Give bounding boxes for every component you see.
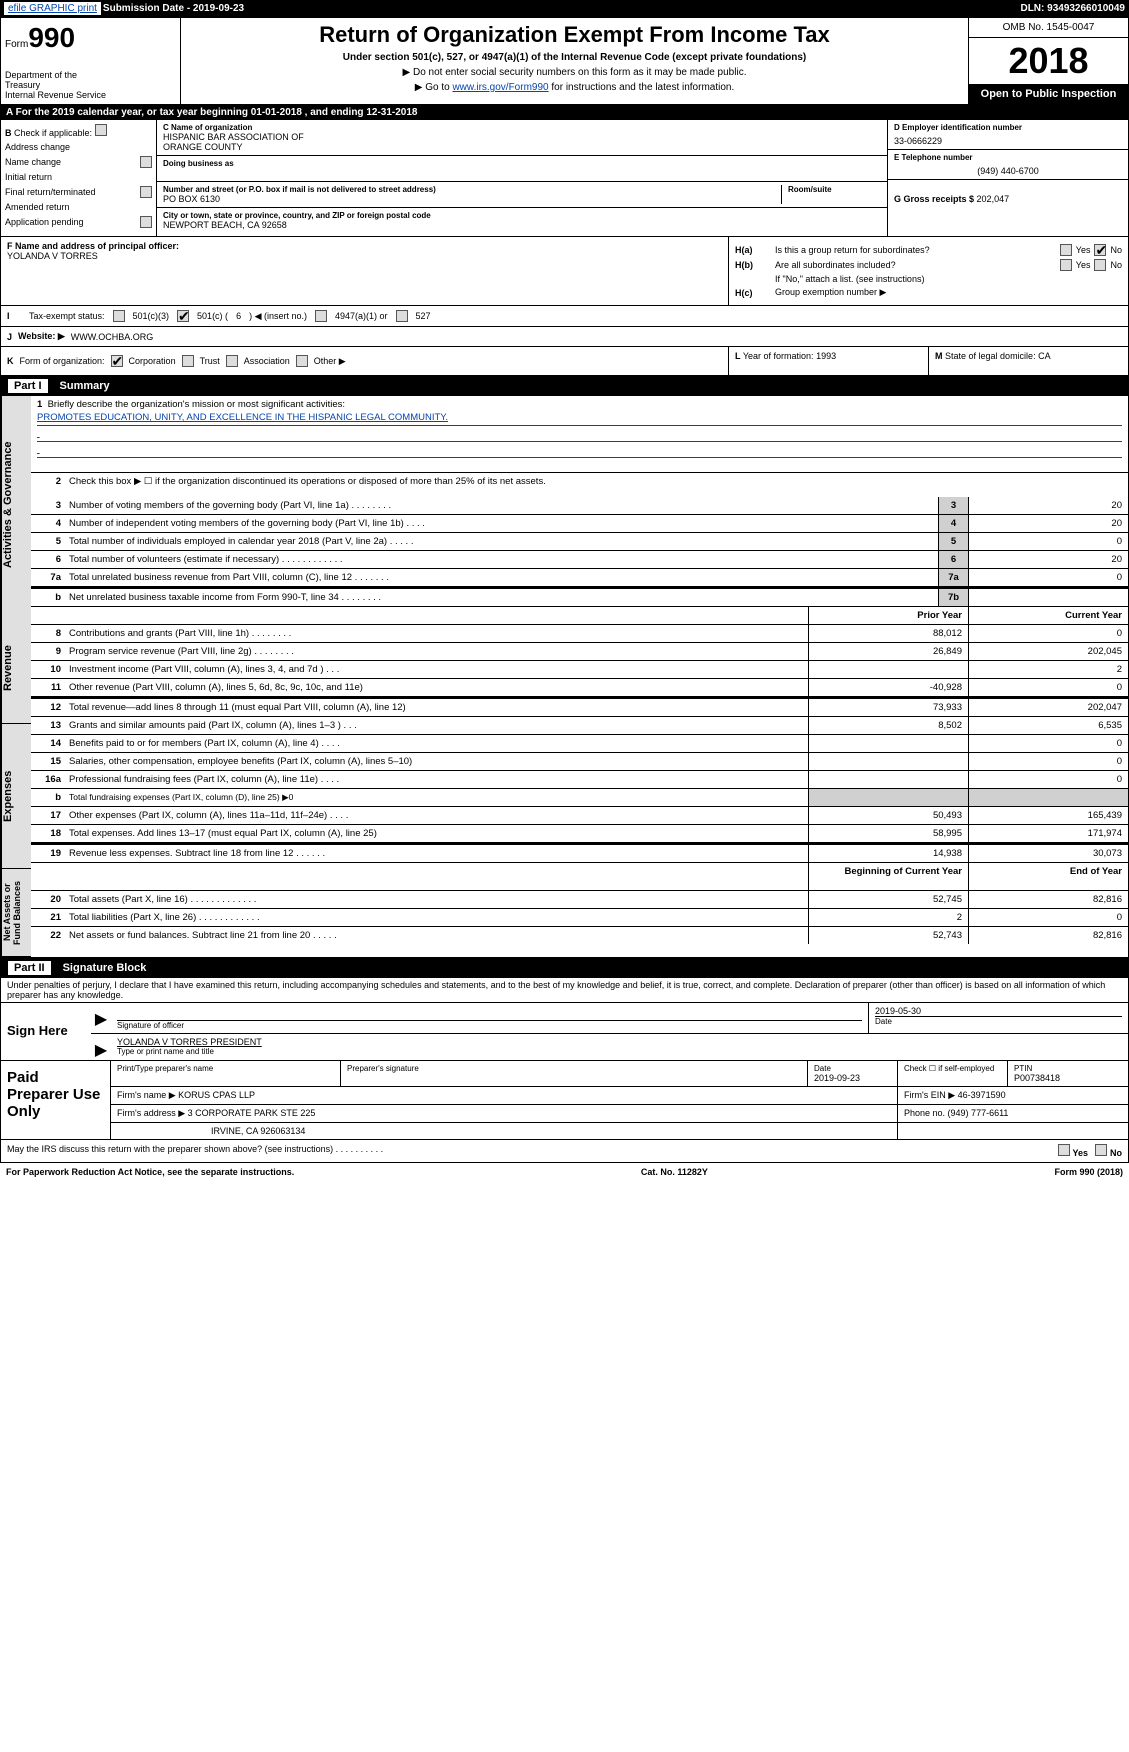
checkbox[interactable]: [315, 310, 327, 322]
f-label: F Name and address of principal officer:: [7, 241, 722, 251]
summary-body: Activities & Governance Revenue Expenses…: [0, 396, 1129, 958]
ha-label: H(a): [735, 245, 775, 255]
checkbox[interactable]: [226, 355, 238, 367]
sign-here-label: Sign Here: [1, 1003, 91, 1060]
checkbox[interactable]: [95, 124, 107, 136]
checkbox[interactable]: [1060, 244, 1072, 256]
chk-amend: Amended return: [5, 202, 70, 212]
checkbox[interactable]: [1060, 259, 1072, 271]
checkbox-checked[interactable]: [111, 355, 123, 367]
street-label: Number and street (or P.O. box if mail i…: [163, 185, 781, 194]
efile-link[interactable]: efile GRAPHIC print: [4, 2, 101, 15]
org-name2: ORANGE COUNTY: [163, 142, 881, 152]
website: WWW.OCHBA.ORG: [71, 332, 154, 342]
org-name1: HISPANIC BAR ASSOCIATION OF: [163, 132, 881, 142]
row-j: J Website: ▶ WWW.OCHBA.ORG: [0, 327, 1129, 347]
preparer-section: Paid Preparer Use Only Print/Type prepar…: [0, 1061, 1129, 1140]
omb-number: OMB No. 1545-0047: [969, 18, 1128, 38]
dept-line3: Internal Revenue Service: [5, 90, 176, 100]
hb-text: Are all subordinates included?: [775, 260, 1060, 270]
bottom-row: May the IRS discuss this return with the…: [0, 1140, 1129, 1163]
sidebar-exp: Expenses: [1, 724, 31, 869]
dept-line2: Treasury: [5, 80, 176, 90]
gross-receipts: 202,047: [977, 194, 1010, 204]
perjury-text: Under penalties of perjury, I declare th…: [0, 978, 1129, 1003]
city: NEWPORT BEACH, CA 92658: [163, 220, 881, 230]
checkbox[interactable]: [296, 355, 308, 367]
checkbox[interactable]: [140, 216, 152, 228]
phone: (949) 440-6700: [894, 166, 1122, 176]
c-name-label: C Name of organization: [163, 123, 881, 132]
hc-label: H(c): [735, 288, 775, 298]
tax-year: 2018: [969, 38, 1128, 84]
checkbox[interactable]: [1058, 1144, 1070, 1156]
hc-text: Group exemption number ▶: [775, 287, 1122, 298]
chk-addr: Address change: [5, 142, 70, 152]
sidebar-gov: Activities & Governance: [1, 396, 31, 614]
chk-name: Name change: [5, 157, 61, 167]
dba-label: Doing business as: [163, 159, 881, 168]
top-bar: efile GRAPHIC print Submission Date - 20…: [0, 0, 1129, 17]
checkbox[interactable]: [140, 186, 152, 198]
signer-name: YOLANDA V TORRES PRESIDENT: [117, 1037, 1122, 1047]
form-label: Form: [5, 39, 28, 50]
hb-label: H(b): [735, 260, 775, 270]
header-row: Form990 Department of the Treasury Inter…: [0, 17, 1129, 105]
chk-final: Final return/terminated: [5, 187, 96, 197]
sidebar-net: Net Assets or Fund Balances: [1, 869, 31, 957]
submission-date: Submission Date - 2019-09-23: [103, 3, 244, 14]
e-label: E Telephone number: [894, 153, 1122, 162]
note2: ▶ Go to www.irs.gov/Form990 for instruct…: [185, 82, 964, 93]
sidebar-rev: Revenue: [1, 614, 31, 724]
checkbox-checked[interactable]: [177, 310, 189, 322]
checkbox[interactable]: [1095, 1144, 1107, 1156]
part1-header: Part I Summary: [0, 376, 1129, 396]
sign-section: Sign Here ▶ Signature of officer 2019-05…: [0, 1003, 1129, 1061]
part2-header: Part II Signature Block: [0, 958, 1129, 978]
row-a: A For the 2019 calendar year, or tax yea…: [0, 105, 1129, 120]
checkbox[interactable]: [1094, 259, 1106, 271]
chk-init: Initial return: [5, 172, 52, 182]
open-public: Open to Public Inspection: [969, 84, 1128, 104]
checkbox[interactable]: [140, 156, 152, 168]
irs-link[interactable]: www.irs.gov/Form990: [452, 82, 548, 93]
mission-text: PROMOTES EDUCATION, UNITY, AND EXCELLENC…: [37, 412, 1122, 426]
room-label: Room/suite: [788, 185, 881, 194]
g-label: G Gross receipts $: [894, 194, 977, 204]
form-title: Return of Organization Exempt From Incom…: [185, 22, 964, 48]
row-kl: K Form of organization: Corporation Trus…: [0, 347, 1129, 376]
note1: ▶ Do not enter social security numbers o…: [185, 67, 964, 78]
checkbox[interactable]: [396, 310, 408, 322]
dln-label: DLN: 93493266010049: [1020, 3, 1125, 14]
form-number: 990: [28, 22, 75, 53]
section-bcd: B Check if applicable: Address change Na…: [0, 120, 1129, 237]
footer-row: For Paperwork Reduction Act Notice, see …: [0, 1163, 1129, 1181]
ha-text: Is this a group return for subordinates?: [775, 245, 1060, 255]
city-label: City or town, state or province, country…: [163, 211, 881, 220]
hb-note: If "No," attach a list. (see instruction…: [775, 274, 1122, 284]
chk-pending: Application pending: [5, 217, 84, 227]
checkbox[interactable]: [113, 310, 125, 322]
dept-line1: Department of the: [5, 70, 176, 80]
d-label: D Employer identification number: [894, 123, 1122, 132]
street: PO BOX 6130: [163, 194, 781, 204]
paid-preparer-label: Paid Preparer Use Only: [1, 1061, 111, 1139]
checkbox[interactable]: [182, 355, 194, 367]
row-i: I Tax-exempt status: 501(c)(3) 501(c) (6…: [0, 306, 1129, 327]
section-fh: F Name and address of principal officer:…: [0, 237, 1129, 306]
form-subtitle: Under section 501(c), 527, or 4947(a)(1)…: [185, 52, 964, 63]
checkbox-checked[interactable]: [1094, 244, 1106, 256]
ein: 33-0666229: [894, 136, 1122, 146]
officer-name: YOLANDA V TORRES: [7, 251, 722, 261]
